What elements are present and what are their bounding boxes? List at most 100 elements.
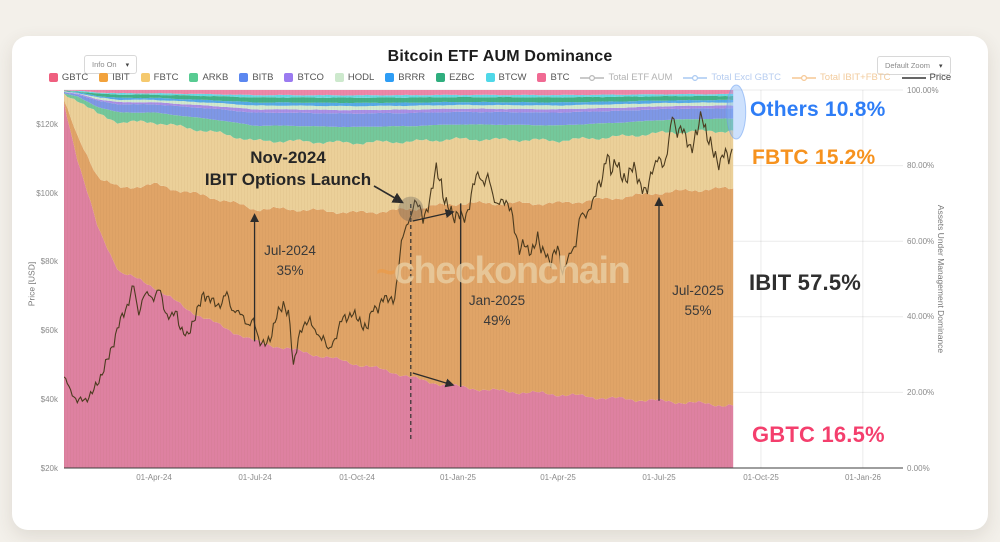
legend-swatch-BITB — [239, 73, 249, 82]
dominance-tick-label: 0.00% — [907, 464, 930, 473]
jan-2025-top-arrow — [412, 209, 455, 222]
legend-item-BITB[interactable]: BITB — [239, 72, 273, 83]
label-fbtc: FBTC 15.2% — [752, 146, 876, 169]
price-tick-label: $20k — [40, 464, 58, 473]
legend-swatch-BRRR — [385, 73, 395, 82]
annotation-shapes — [250, 84, 747, 441]
annotation-jan-2025-line2: 49% — [483, 313, 511, 328]
legend-label-ARKB: ARKB — [202, 72, 229, 83]
legend-item-GBTC[interactable]: GBTC — [48, 72, 89, 83]
info-on-dropdown[interactable]: Info On ▾ — [84, 55, 138, 74]
area-IBIT — [64, 100, 734, 407]
legend-label-Price: Price — [929, 72, 952, 83]
legend-label-HODL: HODL — [347, 72, 375, 83]
legend-label-IBIT: IBIT — [112, 72, 130, 83]
legend-item-Total-IBIT+FBTC[interactable]: Total IBIT+FBTC — [792, 72, 891, 83]
price-tick-label: $60k — [40, 326, 58, 335]
legend-item-BTC[interactable]: BTC — [537, 72, 569, 83]
info-on-label: Info On — [92, 60, 117, 69]
legend-label-BITB: BITB — [252, 72, 274, 83]
x-tick-label: 01-Jan-26 — [844, 473, 882, 482]
dominance-tick-label: 20.00% — [907, 388, 935, 397]
label-ibit: IBIT 57.5% — [749, 270, 862, 295]
legend-swatch-EZBC — [436, 73, 446, 82]
x-tick-label: 01-Oct-25 — [743, 473, 779, 482]
x-tick-label: 01-Oct-24 — [339, 473, 375, 482]
x-tick-label: 01-Jan-25 — [439, 473, 477, 482]
annotation-nov-2024: Nov-2024 IBIT Options Launch — [163, 147, 413, 191]
legend-item-Total-ETF-AUM[interactable]: Total ETF AUM — [580, 72, 672, 83]
price-line — [64, 111, 733, 405]
stacked-areas — [64, 90, 734, 468]
price-tick-label: $120k — [36, 120, 58, 129]
legend-swatch-IBIT — [99, 73, 109, 82]
legend-swatch-FBTC — [140, 73, 150, 82]
caret-down-icon: ▾ — [125, 61, 130, 69]
label-gbtc: GBTC 16.5% — [752, 422, 885, 447]
legend-label-Total-Excl-GBTC: Total Excl GBTC — [711, 72, 782, 83]
legend-label-GBTC: GBTC — [61, 72, 89, 83]
price-tick-label: $100k — [36, 189, 58, 198]
default-zoom-label: Default Zoom — [885, 61, 931, 70]
legend-swatch-BTCW — [485, 73, 495, 82]
price-tick-label: $40k — [40, 395, 58, 404]
legend-item-EZBC[interactable]: EZBC — [436, 72, 475, 83]
annotation-jul-2024-line1: Jul-2024 — [264, 243, 316, 258]
caret-down-icon: ▾ — [939, 62, 943, 70]
area-BRRR — [64, 91, 734, 107]
legend-label-BTCW: BTCW — [498, 72, 527, 83]
area-EZBC — [64, 90, 734, 104]
dominance-axis-title: Assets Under Management Dominance — [936, 204, 946, 354]
legend-label-Total-IBIT+FBTC: Total IBIT+FBTC — [820, 72, 891, 83]
legend-label-EZBC: EZBC — [449, 72, 475, 83]
legend-swatch-HODL — [334, 73, 344, 82]
nov-2024-highlight-circle — [398, 196, 424, 222]
area-BITB — [64, 91, 734, 128]
legend-item-BTCW[interactable]: BTCW — [485, 72, 527, 83]
default-zoom-dropdown[interactable]: Default Zoom ▾ — [877, 56, 951, 75]
legend-swatch-BTC — [537, 73, 547, 82]
price-tick-label: $80k — [40, 257, 58, 266]
area-BTC — [64, 90, 734, 96]
dominance-tick-label: 40.00% — [907, 312, 935, 321]
legend-line-icon — [683, 74, 708, 81]
dominance-tick-label: 100.00% — [907, 86, 939, 95]
legend-item-HODL[interactable]: HODL — [334, 72, 375, 83]
x-tick-label: 01-Jul-25 — [642, 473, 676, 482]
legend-label-Total-ETF-AUM: Total ETF AUM — [608, 72, 673, 83]
label-others: Others 10.8% — [750, 98, 886, 121]
area-GBTC — [64, 102, 734, 468]
annotation-jul-2025-line1: Jul-2025 — [672, 283, 724, 298]
legend-swatch-ARKB — [189, 73, 199, 82]
legend-line-icon — [580, 74, 605, 81]
legend: GBTC IBIT FBTC ARKB BITB BTCO HODL BRRR EZBC BTCW… — [48, 72, 951, 83]
annotation-jan-2025-line1: Jan-2025 — [468, 293, 526, 308]
legend-label-FBTC: FBTC — [153, 72, 179, 83]
x-tick-label: 01-Apr-25 — [540, 473, 576, 482]
annotation-nov-2024-line2: IBIT Options Launch — [204, 170, 372, 189]
legend-label-BRRR: BRRR — [398, 72, 426, 83]
legend-item-BTCO[interactable]: BTCO — [284, 72, 324, 83]
x-tick-label: 01-Jul-24 — [238, 473, 272, 482]
annotation-jul-2024-line2: 35% — [276, 263, 304, 278]
price-axis-title: Price [USD] — [26, 261, 37, 307]
legend-item-Price[interactable]: Price — [901, 72, 952, 83]
legend-item-Total-Excl-GBTC[interactable]: Total Excl GBTC — [683, 72, 781, 83]
legend-swatch-BTCO — [284, 73, 294, 82]
chart-title: Bitcoin ETF AUM Dominance — [387, 48, 613, 65]
legend-item-ARKB[interactable]: ARKB — [189, 72, 228, 83]
legend-swatch-GBTC — [48, 73, 58, 82]
legend-item-FBTC[interactable]: FBTC — [140, 72, 179, 83]
legend-line-icon — [901, 76, 926, 79]
dominance-tick-label: 80.00% — [907, 161, 935, 170]
area-FBTC — [64, 93, 734, 215]
dominance-tick-label: 60.00% — [907, 237, 935, 246]
area-BTCW — [64, 90, 734, 98]
data-end-others-highlight — [726, 84, 747, 140]
annotation-jul-2025-line2: 55% — [684, 303, 712, 318]
legend-label-BTCO: BTCO — [297, 72, 324, 83]
area-HODL — [64, 91, 734, 111]
legend-item-BRRR[interactable]: BRRR — [385, 72, 425, 83]
legend-item-IBIT[interactable]: IBIT — [99, 72, 130, 83]
